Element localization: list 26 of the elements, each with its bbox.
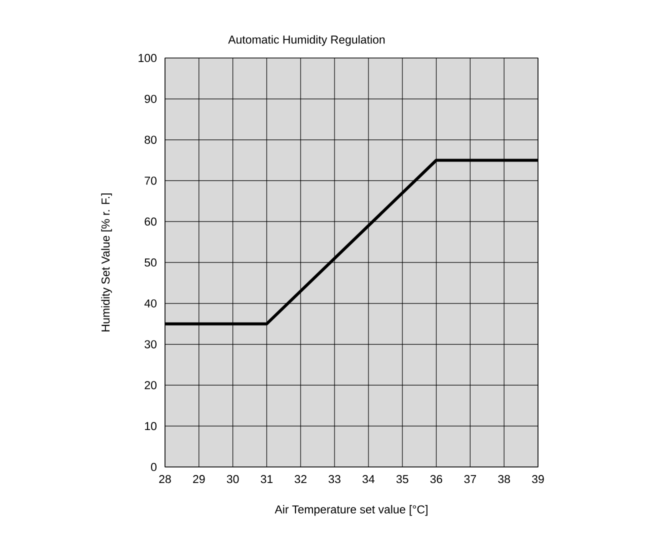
x-tick-label: 35 bbox=[396, 475, 408, 484]
y-tick-label: 100 bbox=[138, 54, 157, 62]
x-tick-label: 39 bbox=[532, 475, 544, 484]
y-tick-label: 20 bbox=[144, 381, 157, 390]
y-axis-title: Humidity Set Value [% r. F.] bbox=[101, 194, 112, 332]
chart-title: Automatic Humidity Regulation bbox=[228, 35, 385, 46]
x-axis-title: Air Temperature set value [°C] bbox=[274, 505, 428, 516]
y-tick-label: 60 bbox=[144, 218, 157, 226]
x-tick-label: 29 bbox=[193, 475, 205, 484]
x-tick-label: 37 bbox=[464, 475, 476, 484]
y-tick-label: 30 bbox=[144, 340, 157, 348]
y-tick-label: 70 bbox=[144, 176, 157, 185]
x-tick-label: 36 bbox=[430, 475, 442, 484]
y-tick-label: 90 bbox=[144, 94, 157, 103]
y-tick-label: 10 bbox=[145, 422, 157, 430]
y-tick-label: 40 bbox=[144, 299, 157, 308]
x-tick-label: 28 bbox=[159, 475, 171, 484]
y-tick-label: 50 bbox=[144, 258, 157, 267]
x-tick-label: 32 bbox=[294, 475, 306, 484]
x-tick-label: 31 bbox=[260, 475, 273, 484]
x-tick-label: 33 bbox=[328, 475, 340, 484]
y-tick-label: 80 bbox=[144, 136, 157, 144]
y-tick-label: 0 bbox=[151, 462, 157, 472]
x-tick-label: 30 bbox=[226, 475, 239, 484]
x-tick-label: 34 bbox=[362, 475, 375, 484]
x-tick-label: 38 bbox=[498, 475, 510, 484]
